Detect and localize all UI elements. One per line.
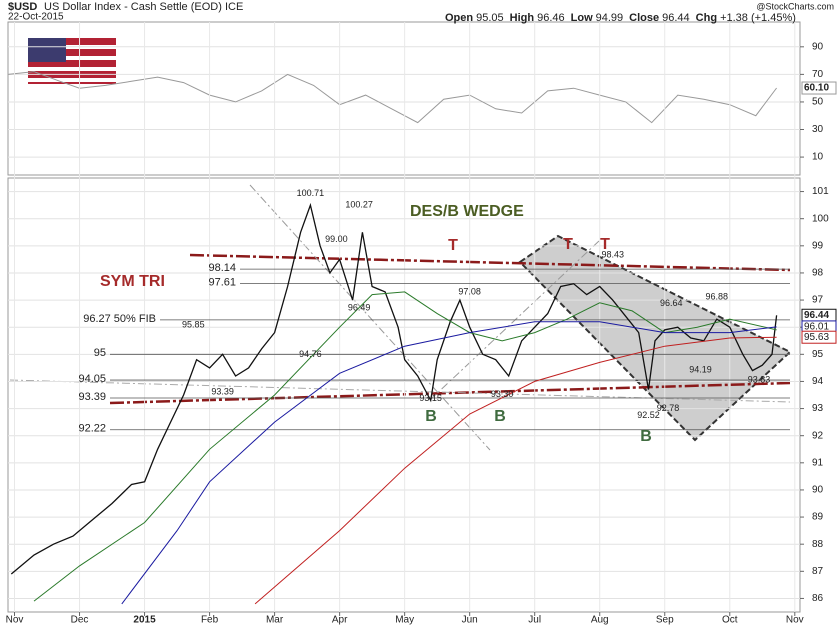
y-tick-label: 86 bbox=[812, 593, 824, 604]
y-tick-label: 95 bbox=[812, 349, 824, 360]
series-line bbox=[7, 71, 777, 124]
y-tick-label: 100 bbox=[812, 213, 829, 224]
y-tick-label: 89 bbox=[812, 512, 824, 523]
series-line bbox=[121, 321, 777, 605]
annotation: DES/B WEDGE bbox=[410, 203, 524, 220]
y-tick-label: 91 bbox=[812, 457, 824, 468]
x-tick-label: 2015 bbox=[133, 615, 156, 626]
trend-line bbox=[249, 184, 491, 451]
level-label: 97.61 bbox=[208, 276, 236, 288]
y-tick-label: 50 bbox=[812, 97, 824, 108]
rsi-panel bbox=[7, 21, 801, 176]
annotation: T bbox=[448, 237, 458, 254]
x-tick-label: Dec bbox=[71, 615, 89, 626]
annotation: T bbox=[563, 236, 573, 253]
level-label: 92.22 bbox=[78, 423, 106, 435]
wedge bbox=[518, 234, 792, 442]
y-tick-label: 90 bbox=[812, 41, 824, 52]
y-tick-label: 94 bbox=[812, 376, 824, 387]
level-label: 98.14 bbox=[208, 262, 236, 274]
quote-value: 95.05 bbox=[476, 12, 504, 24]
y-tick-label: 88 bbox=[812, 539, 824, 550]
quote-label: Open bbox=[445, 12, 473, 24]
quote-label: High bbox=[510, 12, 535, 24]
point-label: 93.83 bbox=[748, 374, 771, 384]
x-tick-label: Apr bbox=[332, 615, 348, 626]
end-label: 60.10 bbox=[804, 83, 829, 94]
x-tick-label: Feb bbox=[201, 615, 219, 626]
point-label: 94.76 bbox=[299, 349, 322, 359]
flag bbox=[28, 38, 116, 84]
annotation: B bbox=[640, 428, 652, 445]
quote-value: 96.46 bbox=[537, 12, 565, 24]
point-label: 92.52 bbox=[637, 410, 660, 420]
point-label: 96.64 bbox=[660, 298, 683, 308]
end-label: 96.01 bbox=[804, 322, 829, 333]
level-label: 96.27 50% FIB bbox=[83, 313, 156, 325]
y-tick-label: 98 bbox=[812, 268, 824, 279]
point-label: 96.49 bbox=[348, 302, 371, 312]
x-tick-label: Nov bbox=[6, 615, 24, 626]
point-label: 96.88 bbox=[706, 292, 729, 302]
y-tick-label: 92 bbox=[812, 430, 824, 441]
annotation: SYM TRI bbox=[100, 273, 165, 290]
credit: @StockCharts.com bbox=[756, 1, 834, 11]
level-label: 95 bbox=[94, 347, 106, 359]
trend-line bbox=[189, 253, 791, 272]
end-label: 96.44 bbox=[804, 310, 829, 321]
symbol: $USD bbox=[8, 1, 37, 13]
y-tick-label: 101 bbox=[812, 186, 829, 197]
point-label: 93.39 bbox=[211, 386, 234, 396]
end-label-box bbox=[801, 81, 837, 95]
instrument-name: US Dollar Index - Cash Settle (EOD) ICE bbox=[44, 1, 243, 13]
x-tick-label: Mar bbox=[266, 615, 284, 626]
series-line bbox=[254, 336, 777, 605]
x-tick-label: Sep bbox=[656, 615, 674, 626]
quote-value: 94.99 bbox=[596, 12, 624, 24]
point-label: 93.15 bbox=[419, 393, 442, 403]
y-tick-label: 93 bbox=[812, 403, 824, 414]
y-tick-label: 99 bbox=[812, 240, 824, 251]
end-label-box bbox=[801, 330, 837, 344]
point-label: 94.19 bbox=[689, 365, 712, 375]
annotation: B bbox=[425, 408, 437, 425]
x-tick-label: Nov bbox=[786, 615, 804, 626]
point-label: 97.08 bbox=[458, 286, 481, 296]
level-label: 93.39 bbox=[78, 391, 106, 403]
quote: Open 95.05 High 96.46 Low 94.99 Close 96.44 Chg +… bbox=[445, 12, 796, 24]
y-tick-label: 87 bbox=[812, 566, 824, 577]
point-label: 100.71 bbox=[297, 188, 325, 198]
quote-value: 96.44 bbox=[662, 12, 690, 24]
y-tick-label: 30 bbox=[812, 124, 824, 135]
quote-label: Chg bbox=[696, 12, 717, 24]
trend-line bbox=[9, 379, 791, 403]
point-label: 99.00 bbox=[325, 234, 348, 244]
point-label: 95.85 bbox=[182, 320, 205, 330]
x-tick-label: Jul bbox=[528, 615, 541, 626]
point-label: 92.78 bbox=[657, 403, 680, 413]
point-label: 98.43 bbox=[601, 250, 624, 260]
y-tick-label: 90 bbox=[812, 485, 824, 496]
annotation: T bbox=[600, 236, 610, 253]
point-label: 100.27 bbox=[345, 200, 373, 210]
quote-label: Close bbox=[629, 12, 659, 24]
price-panel bbox=[7, 177, 801, 613]
x-tick-label: Oct bbox=[722, 615, 738, 626]
y-tick-label: 97 bbox=[812, 295, 824, 306]
date: 22-Oct-2015 bbox=[8, 12, 64, 23]
level-label: 94.05 bbox=[78, 373, 106, 385]
quote-value: +1.38 (+1.45%) bbox=[720, 12, 796, 24]
trend-line bbox=[109, 381, 791, 405]
end-label: 95.63 bbox=[804, 332, 829, 343]
y-tick-label: 70 bbox=[812, 69, 824, 80]
point-label: 93.30 bbox=[491, 389, 514, 399]
annotation: B bbox=[494, 408, 506, 425]
x-tick-label: Jun bbox=[462, 615, 478, 626]
x-tick-label: Aug bbox=[591, 615, 609, 626]
x-tick-label: May bbox=[395, 615, 414, 626]
quote-label: Low bbox=[571, 12, 593, 24]
y-tick-label: 10 bbox=[812, 152, 824, 163]
